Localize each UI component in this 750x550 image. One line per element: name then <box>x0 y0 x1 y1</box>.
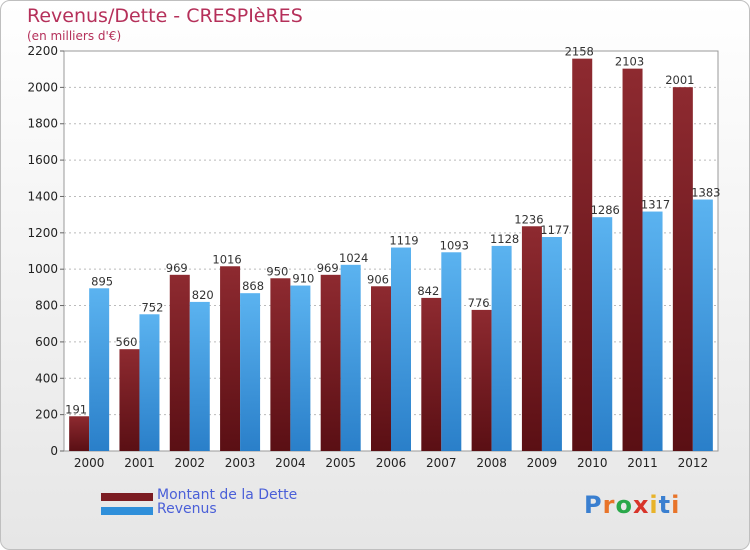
x-tick-label: 2003 <box>225 456 256 470</box>
value-label-revenus: 1177 <box>540 223 569 237</box>
bar-dette <box>371 286 391 451</box>
y-tick-label: 800 <box>35 299 58 313</box>
x-tick-label: 2005 <box>325 456 356 470</box>
y-tick-label: 400 <box>35 371 58 385</box>
bar-revenus <box>491 245 512 451</box>
value-label-revenus: 1317 <box>641 198 670 212</box>
x-tick-label: 2007 <box>426 456 457 470</box>
bar-revenus <box>541 237 562 451</box>
y-tick-label: 1800 <box>27 117 58 131</box>
bar-revenus <box>441 252 462 451</box>
value-label-dette: 1236 <box>514 212 543 226</box>
bar-dette <box>572 58 593 452</box>
x-tick-label: 2002 <box>174 456 205 470</box>
y-tick-label: 1200 <box>27 226 58 240</box>
x-tick-label: 2011 <box>627 456 658 470</box>
bar-dette <box>521 226 542 451</box>
y-tick-label: 1400 <box>27 189 58 203</box>
bar-dette <box>169 274 190 451</box>
bar-dette <box>672 87 693 451</box>
y-tick-label: 1600 <box>27 153 58 167</box>
bar-dette <box>69 416 90 451</box>
value-label-dette: 1016 <box>212 252 241 266</box>
bar-dette <box>119 349 140 451</box>
x-tick-label: 2000 <box>74 456 105 470</box>
value-label-revenus: 1119 <box>389 234 418 248</box>
bar-revenus <box>89 288 110 451</box>
value-label-dette: 560 <box>115 335 137 349</box>
value-label-revenus: 752 <box>141 300 163 314</box>
y-axis: 0 200 400 600 800 1000 1200 1400 1600 1800 2000 220… <box>27 44 64 458</box>
x-tick-label: 2009 <box>527 456 558 470</box>
legend-swatch-revenus <box>101 507 153 515</box>
value-label-dette: 950 <box>266 264 288 278</box>
value-label-dette: 776 <box>468 296 490 310</box>
x-tick-label: 2008 <box>476 456 507 470</box>
x-tick-label: 2010 <box>577 456 608 470</box>
value-label-dette: 969 <box>317 261 339 275</box>
value-label-revenus: 1383 <box>691 186 720 200</box>
value-labels: 1918955607529698201016868950910969102490… <box>65 45 720 417</box>
value-label-revenus: 895 <box>91 274 113 288</box>
bar-revenus <box>139 314 160 451</box>
bar-dette <box>622 68 643 452</box>
bar-revenus <box>692 199 713 451</box>
value-label-revenus: 1024 <box>339 251 368 265</box>
value-label-dette: 191 <box>65 402 87 416</box>
bar-revenus <box>592 217 613 451</box>
chart-title: Revenus/Dette - CRESPIèRES <box>27 5 303 27</box>
bar-revenus <box>340 264 361 451</box>
bar-revenus <box>240 293 261 451</box>
y-tick-label: 2000 <box>27 80 58 94</box>
bars <box>69 58 713 452</box>
legend-label-dette: Montant de la Dette <box>157 487 298 503</box>
x-tick-label: 2012 <box>678 456 709 470</box>
value-label-dette: 2001 <box>665 73 694 87</box>
bar-dette <box>421 297 442 451</box>
value-label-revenus: 910 <box>292 272 314 286</box>
legend-swatch-dette <box>101 493 153 501</box>
value-label-revenus: 868 <box>242 279 264 293</box>
bar-dette <box>220 266 241 451</box>
y-tick-label: 600 <box>35 335 58 349</box>
proxiti-logo: Proxiti <box>584 491 681 519</box>
value-label-dette: 906 <box>367 272 389 286</box>
x-tick-label: 2004 <box>275 456 306 470</box>
bar-revenus <box>391 247 411 451</box>
bar-dette <box>270 278 291 451</box>
value-label-dette: 842 <box>417 284 439 298</box>
bar-dette <box>320 274 341 451</box>
value-label-revenus: 820 <box>192 288 214 302</box>
legend-label-revenus: Revenus <box>157 501 217 517</box>
value-label-revenus: 1093 <box>440 238 469 252</box>
x-axis: 2000 2001 2002 2003 2004 2005 2006 2007 2008 2009… <box>74 456 708 470</box>
value-label-dette: 2103 <box>615 55 644 69</box>
value-label-dette: 2158 <box>565 45 594 59</box>
bar-revenus <box>290 285 311 451</box>
value-label-revenus: 1128 <box>490 232 519 246</box>
chart-subtitle: (en milliers d'€) <box>27 29 122 43</box>
y-tick-label: 2200 <box>27 44 58 58</box>
value-label-revenus: 1286 <box>591 203 620 217</box>
x-tick-label: 2006 <box>376 456 407 470</box>
y-tick-label: 1000 <box>27 262 58 276</box>
y-tick-label: 200 <box>35 408 58 422</box>
value-label-dette: 969 <box>166 261 188 275</box>
bar-revenus <box>189 301 210 451</box>
x-tick-label: 2001 <box>124 456 155 470</box>
bar-dette <box>471 309 492 451</box>
y-tick-label: 0 <box>50 444 58 458</box>
bar-revenus <box>642 211 663 451</box>
